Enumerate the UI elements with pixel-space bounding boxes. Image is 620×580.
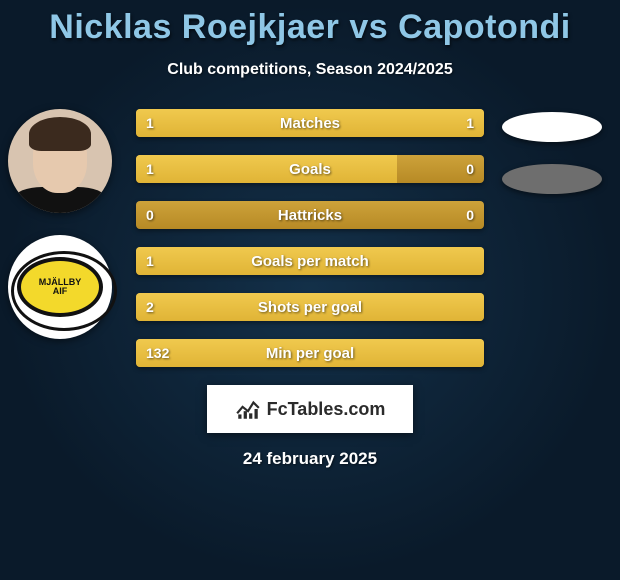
bar-fill-left bbox=[136, 339, 484, 367]
bar-fill-left bbox=[136, 155, 397, 183]
watermark-badge: FcTables.com bbox=[207, 385, 413, 433]
bar-row: 00Hattricks bbox=[136, 201, 484, 229]
crest-line1: MJÄLLBY bbox=[39, 278, 82, 287]
marker-player2 bbox=[502, 164, 602, 194]
bar-fill-left bbox=[136, 109, 310, 137]
bar-row: 1Goals per match bbox=[136, 247, 484, 275]
bar-row: 11Matches bbox=[136, 109, 484, 137]
comparison-content: MJÄLLBY AIF 11Matches10Goals00Hattricks1… bbox=[0, 109, 620, 367]
watermark-text: FcTables.com bbox=[267, 399, 386, 420]
crest-line2: AIF bbox=[39, 287, 82, 296]
crest-inner: MJÄLLBY AIF bbox=[17, 257, 103, 317]
player-avatar bbox=[8, 109, 112, 213]
subtitle: Club competitions, Season 2024/2025 bbox=[0, 61, 620, 79]
bar-row: 10Goals bbox=[136, 155, 484, 183]
crest-text: MJÄLLBY AIF bbox=[39, 278, 82, 296]
title-vs: vs bbox=[349, 8, 388, 46]
bar-row: 2Shots per goal bbox=[136, 293, 484, 321]
bar-fill-right bbox=[310, 109, 484, 137]
bar-track bbox=[136, 201, 484, 229]
markers-column bbox=[502, 112, 602, 216]
bar-fill-left bbox=[136, 247, 484, 275]
title-player1: Nicklas Roejkjaer bbox=[49, 8, 339, 46]
comparison-bars: 11Matches 10Goals 00Hattricks 1Goals per ma… bbox=[136, 109, 484, 367]
footer-date: 24 february 2025 bbox=[0, 449, 620, 469]
bar-row: 132Min per goal bbox=[136, 339, 484, 367]
club-crest-avatar: MJÄLLBY AIF bbox=[8, 235, 112, 339]
avatars-column: MJÄLLBY AIF bbox=[8, 109, 112, 361]
marker-player1 bbox=[502, 112, 602, 142]
page-title: Nicklas Roejkjaer vs Capotondi bbox=[0, 0, 620, 47]
title-player2: Capotondi bbox=[398, 8, 571, 46]
avatar-hair bbox=[29, 117, 91, 151]
bar-fill-left bbox=[136, 293, 484, 321]
chart-icon bbox=[235, 398, 261, 420]
